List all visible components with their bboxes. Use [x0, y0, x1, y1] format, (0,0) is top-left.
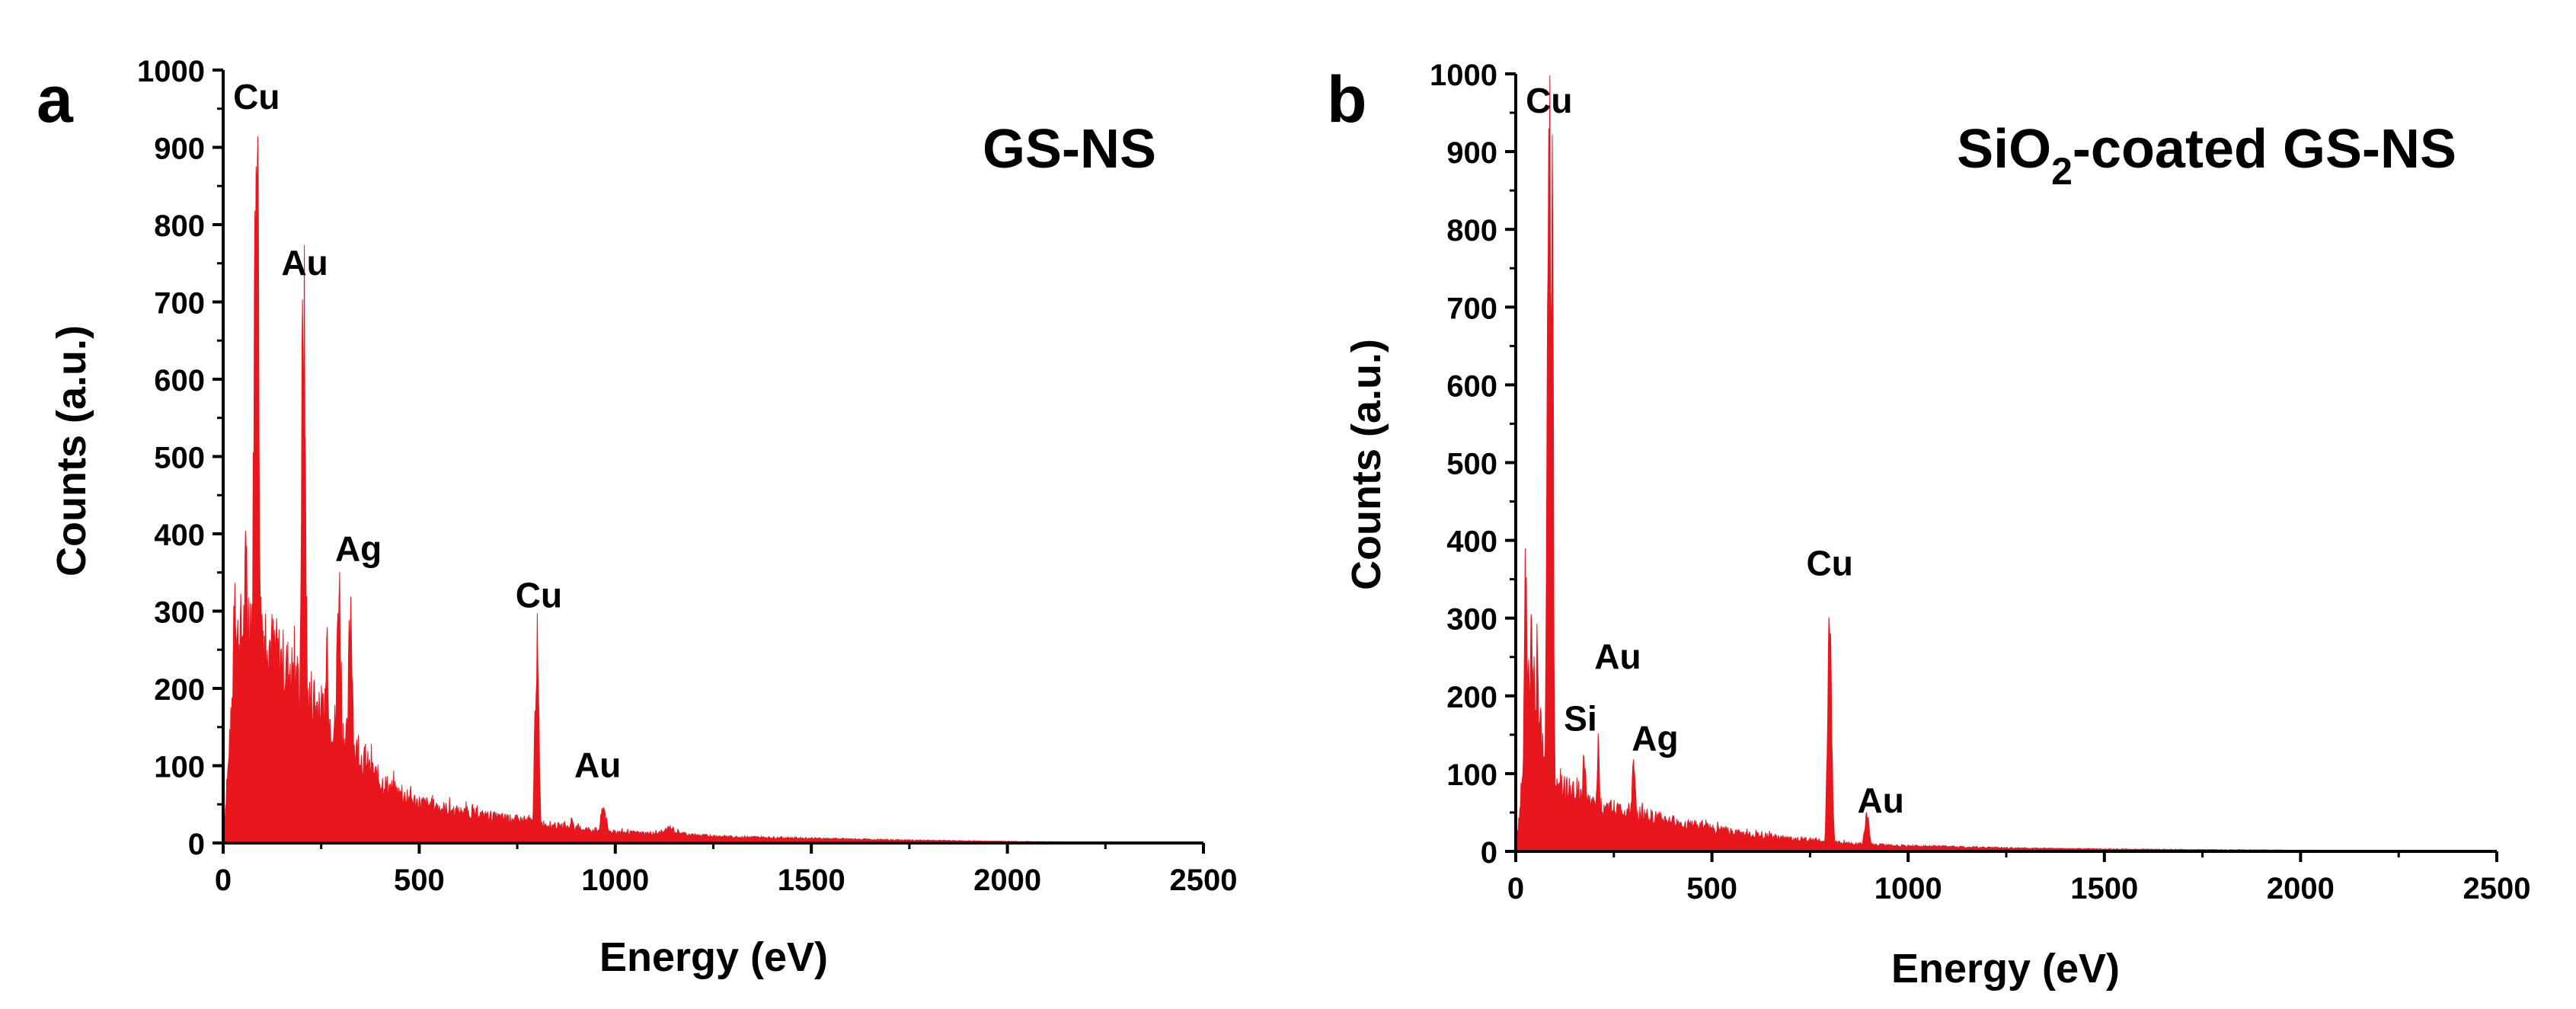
panel-b-peak-label-si: Si	[1564, 699, 1596, 739]
panel-b-y-tick-label: 300	[1446, 603, 1497, 637]
panel-a-y-tick-label: 100	[154, 751, 205, 784]
panel-a-y-tick-label: 700	[154, 287, 205, 321]
panel-a-y-tick-label: 600	[154, 364, 205, 398]
panel-a-y-tick-label: 1000	[137, 55, 205, 88]
panel-b-x-axis-label: Energy (eV)	[1891, 946, 2120, 991]
panel-a-y-tick-label: 900	[154, 133, 205, 166]
panel-b-peak-label-au: Au	[1594, 637, 1641, 676]
panel-b-y-tick-label: 600	[1446, 369, 1497, 403]
panel-a-y-tick-label: 200	[154, 673, 205, 707]
panel-b-y-axis-label: Counts (a.u.)	[1344, 339, 1389, 590]
panel-b-y-tick-label: 200	[1446, 681, 1497, 714]
panel-a-x-tick-label: 2500	[1170, 864, 1238, 897]
panel-b-y-tick-label: 500	[1446, 448, 1497, 481]
panel-a-chart-title: GS-NS	[983, 119, 1156, 180]
panel-b-x-tick-label: 500	[1686, 872, 1737, 905]
panel-b-y-tick-label: 900	[1446, 136, 1497, 170]
panel-a-x-tick-label: 1500	[778, 864, 845, 897]
panel-a-y-axis-label: Counts (a.u.)	[49, 325, 94, 576]
panel-b-y-tick-label: 100	[1446, 758, 1497, 792]
panel-a-y-tick-label: 300	[154, 596, 205, 630]
panel-a-x-tick-label: 500	[394, 864, 445, 897]
panel-a-x-tick-label: 1000	[581, 864, 649, 897]
panel-a-peak-label-ag: Ag	[335, 529, 382, 569]
panel-b-x-tick-label: 1500	[2070, 872, 2138, 905]
panel-a-peak-label-au: Au	[574, 746, 621, 785]
panel-a-y-tick-label: 500	[154, 442, 205, 475]
panel-a-y-tick-label: 800	[154, 209, 205, 243]
panel-a-y-tick-label: 0	[188, 828, 205, 861]
panel-b-plot: 0 100 200 300 400 500 600 700 800 900 1000 0 500 1000…	[1430, 59, 2530, 905]
panel-a-letter: a	[37, 63, 74, 136]
panel-b-x-tick-label: 0	[1507, 872, 1524, 905]
panel-b-x-tick-label: 2500	[2463, 872, 2531, 905]
panel-b-letter: b	[1327, 63, 1367, 136]
panel-b-peak-label-au: Au	[1857, 781, 1903, 820]
panel-a-x-tick-label: 2000	[973, 864, 1041, 897]
panel-b-y-tick-label: 800	[1446, 214, 1497, 247]
panel-b-y-tick-label: 700	[1446, 292, 1497, 325]
panel-a-plot: 0 100 200 300 400 500 600 700 800 900 1000 0 500 1000…	[137, 55, 1237, 897]
panel-b-y-tick-label: 1000	[1430, 59, 1497, 92]
panel-a: a GS-NS Energy (eV) Counts (a.u.) 0 100 20…	[37, 55, 1237, 980]
panel-b-peak-label-ag: Ag	[1632, 718, 1678, 758]
panel-a-x-tick-label: 0	[215, 864, 232, 897]
panel-b-peak-label-cu: Cu	[1806, 544, 1852, 583]
panel-b-y-tick-label: 400	[1446, 525, 1497, 559]
panel-a-spectrum-area	[222, 136, 1203, 844]
panel-a-x-axis-label: Energy (eV)	[599, 934, 828, 980]
panel-b-x-tick-label: 2000	[2267, 872, 2335, 905]
panel-b-chart-title: SiO2-coated GS-NS	[1957, 119, 2456, 193]
panel-b-x-tick-label: 1000	[1874, 872, 1942, 905]
panel-a-peak-label-cu: Cu	[516, 575, 562, 615]
panel-a-y-tick-label: 400	[154, 519, 205, 552]
panel-b-y-tick-label: 0	[1481, 836, 1497, 870]
panel-a-peak-label-au: Au	[281, 243, 328, 283]
panel-a-peak-label-cu: Cu	[233, 77, 280, 117]
panel-b: b SiO2-coated GS-NS Energy (eV) Counts (…	[1327, 59, 2530, 991]
panel-b-peak-label-cu: Cu	[1526, 81, 1572, 120]
